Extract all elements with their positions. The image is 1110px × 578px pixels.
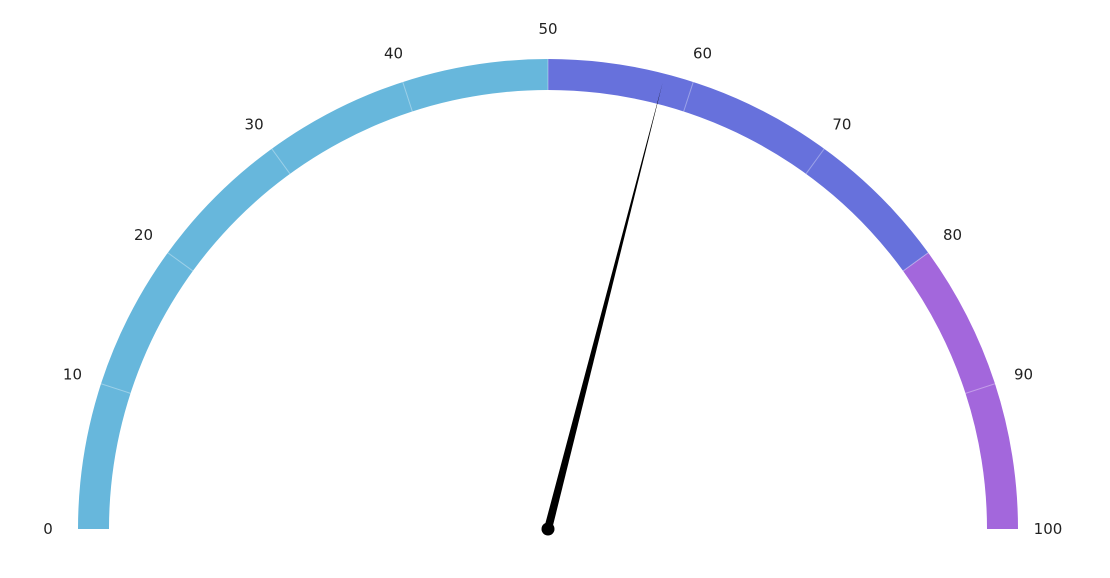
gauge-divider: [902, 252, 929, 272]
gauge-tick-label: 90: [1014, 365, 1033, 383]
gauge-band-2: [548, 59, 929, 271]
gauge-band-3: [903, 252, 1018, 529]
gauge-needle-group: [541, 83, 663, 536]
gauge-tick-label: 20: [134, 226, 153, 244]
gauge-bands: [78, 59, 1018, 529]
gauge-tick-label: 100: [1034, 520, 1063, 538]
gauge-tick-label: 40: [384, 44, 403, 62]
gauge-divider: [271, 148, 291, 175]
gauge-needle-hub: [541, 522, 555, 536]
gauge-divider: [965, 383, 996, 394]
gauge-divider: [805, 148, 825, 175]
gauge-band-1: [78, 59, 548, 529]
gauge-tick-label: 60: [693, 44, 712, 62]
gauge-tick-label: 50: [538, 20, 557, 38]
gauge-divider: [683, 81, 694, 112]
gauge-tick-label: 0: [43, 520, 53, 538]
gauge-band-dividers: [100, 59, 996, 394]
gauge-tick-label: 30: [245, 115, 264, 133]
gauge-divider: [100, 383, 131, 394]
gauge-divider: [402, 81, 413, 112]
gauge-tick-labels: 0 10 20 30 40 50 60 70 80 90 100: [43, 20, 1062, 538]
gauge-needle: [544, 83, 663, 530]
gauge-tick-label: 70: [832, 115, 851, 133]
gauge-tick-label: 10: [63, 365, 82, 383]
gauge-tick-label: 80: [943, 226, 962, 244]
gauge-divider: [167, 252, 194, 272]
